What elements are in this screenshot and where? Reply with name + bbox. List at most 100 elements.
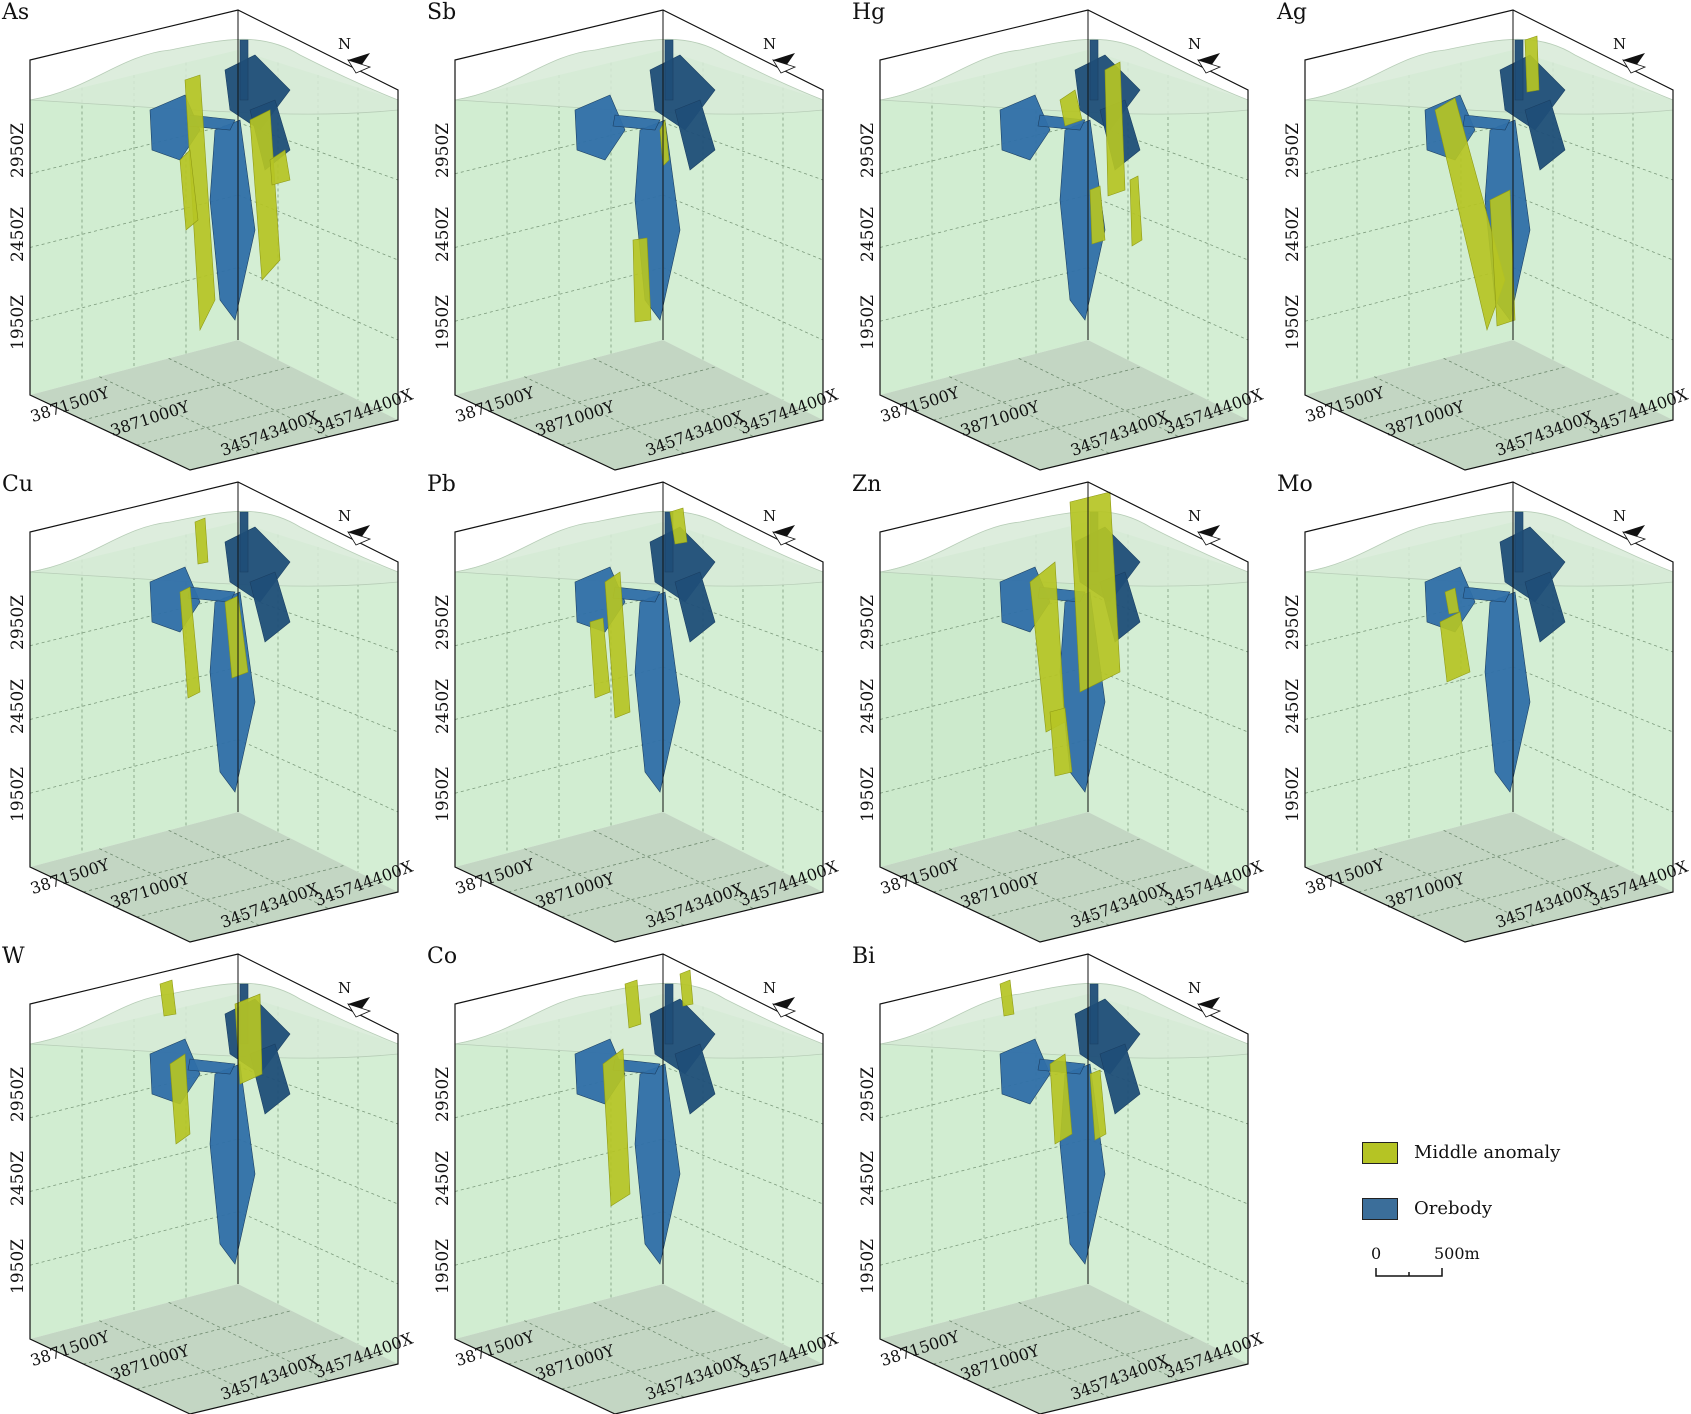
z-tick-label: 1950Z: [1283, 766, 1303, 822]
box-edges-front: [29, 100, 399, 471]
anomaly-shape: [1059, 89, 1083, 127]
block-model-3d: [454, 953, 824, 1414]
grid-line: [237, 1211, 399, 1285]
box-edges-front: [29, 572, 399, 943]
orebody-shape: [674, 1043, 716, 1115]
panel-title: Co: [427, 944, 458, 969]
orebody-shape: [1514, 511, 1524, 573]
anomaly-shape: [679, 969, 694, 1007]
anomaly-shape: [179, 149, 199, 231]
anomaly-shape: [1104, 61, 1126, 197]
grid-line: [1087, 594, 1249, 653]
anomaly-shape: [159, 979, 177, 1017]
grid-line: [1087, 267, 1249, 341]
box-edges-front: [454, 100, 824, 471]
z-tick-label: 1950Z: [8, 294, 28, 350]
grid-line: [1087, 1211, 1249, 1285]
block-model-3d: [454, 9, 824, 471]
panel-hg: Hg N 2950Z 2450Z 1950Z 3871500Y 3871000Y 345743…: [850, 0, 1270, 471]
z-tick-label: 2450Z: [858, 206, 878, 262]
grid-line: [1087, 666, 1249, 733]
panel-title: Zn: [852, 472, 882, 497]
anomaly-shape: [234, 993, 263, 1085]
anomaly-shape: [669, 507, 688, 545]
anomaly-shape: [999, 979, 1015, 1017]
z-tick-label: 2950Z: [433, 1066, 453, 1122]
orebody-shape: [239, 39, 249, 101]
z-tick-label: 1950Z: [858, 1238, 878, 1294]
orebody-shape: [1524, 99, 1566, 171]
orebody-shape: [674, 571, 716, 643]
panel-title: Cu: [2, 472, 34, 497]
anomaly-shape: [1524, 35, 1540, 93]
north-arrow-icon: [1197, 59, 1222, 74]
north-label: N: [1613, 507, 1627, 525]
orebody-shape: [1462, 114, 1511, 131]
panel-ag: Ag N 2950Z 2450Z 1950Z 3871500Y 3871000Y 345743…: [1275, 0, 1691, 471]
grid-line: [1087, 739, 1249, 813]
anomaly-shape: [604, 571, 631, 719]
grid-line: [662, 122, 824, 181]
north-label: N: [763, 979, 777, 997]
north-label: N: [338, 979, 352, 997]
north-arrow-icon: [1197, 531, 1222, 546]
z-tick-label: 1950Z: [8, 1238, 28, 1294]
z-tick-label: 2950Z: [433, 122, 453, 178]
z-tick-label: 2950Z: [8, 122, 28, 178]
grid-line: [1087, 194, 1249, 261]
anomaly-shape: [602, 1048, 631, 1207]
anomaly-shape: [269, 149, 291, 186]
orebody-shape: [1524, 571, 1566, 643]
orebody-shape: [1514, 39, 1524, 101]
north-label: N: [338, 507, 352, 525]
grid-line: [662, 1138, 824, 1205]
block-model-3d: [29, 481, 399, 943]
orebody-shape: [187, 1058, 236, 1075]
north-label: N: [1188, 979, 1202, 997]
anomaly-shape: [194, 517, 209, 565]
anomaly-shape: [1049, 1053, 1073, 1145]
block-model-3d: [29, 953, 399, 1414]
z-tick-label: 2950Z: [1283, 594, 1303, 650]
anomaly-shape: [1069, 491, 1121, 693]
z-tick-label: 2950Z: [1283, 122, 1303, 178]
north-label: N: [1613, 35, 1627, 53]
z-tick-label: 1950Z: [1283, 294, 1303, 350]
north-arrow-icon: [772, 531, 797, 546]
anomaly-shape: [1439, 611, 1471, 683]
orebody-shape: [1099, 1043, 1141, 1115]
anomaly-shape: [1089, 1069, 1107, 1141]
grid-line: [662, 666, 824, 733]
north-arrow-icon: [772, 1003, 797, 1018]
grid-line: [237, 1138, 399, 1205]
panel-title: As: [2, 0, 30, 25]
orebody-shape: [634, 1063, 681, 1265]
z-tick-label: 2450Z: [8, 678, 28, 734]
anomaly-shape: [632, 237, 652, 323]
grid-line: [662, 1066, 824, 1125]
block-model-3d: [454, 481, 824, 943]
panel-pb: Pb N 2950Z 2450Z 1950Z 3871500Y 3871000Y 345743…: [425, 472, 845, 943]
orebody-shape: [634, 591, 681, 793]
grid-line: [1087, 122, 1249, 181]
z-tick-label: 2950Z: [433, 594, 453, 650]
north-arrow-icon: [772, 59, 797, 74]
panel-title: Pb: [427, 472, 456, 497]
grid-line: [1087, 1138, 1249, 1205]
middle-anomaly-swatch: [1362, 1142, 1398, 1164]
grid-line: [1512, 194, 1674, 261]
panel-title: W: [2, 944, 25, 969]
north-label: N: [1188, 507, 1202, 525]
grid-line: [1512, 267, 1674, 341]
z-tick-label: 2950Z: [858, 594, 878, 650]
box-edges-front: [1304, 100, 1674, 471]
anomaly-shape: [224, 595, 249, 679]
panel-title: Mo: [1277, 472, 1313, 497]
grid-line: [662, 1211, 824, 1285]
z-tick-label: 2450Z: [8, 206, 28, 262]
z-tick-label: 2450Z: [858, 678, 878, 734]
anomaly-shape: [1049, 707, 1073, 777]
panel-bi: Bi N 2950Z 2450Z 1950Z 3871500Y 3871000Y 345743…: [850, 944, 1270, 1414]
north-arrow-icon: [1197, 1003, 1222, 1018]
box-edges-front: [454, 1044, 824, 1414]
